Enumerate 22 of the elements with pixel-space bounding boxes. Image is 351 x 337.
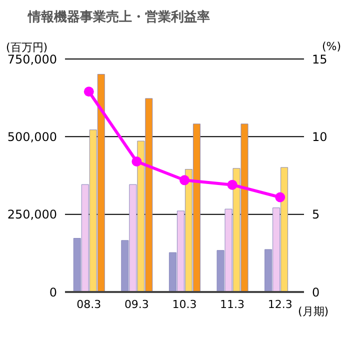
y2-tick-label: 5	[312, 208, 320, 222]
point	[84, 86, 94, 97]
y2-tick-label: 15	[312, 52, 328, 66]
y2-tick-label: 0	[312, 285, 320, 300]
x-tick-label: 09.3	[124, 298, 149, 311]
point	[132, 156, 142, 167]
y-tick-label: 750,000	[7, 52, 57, 66]
x-tick-label: 10.3	[172, 298, 197, 311]
x-tick-label: 12.3	[268, 298, 292, 311]
point	[275, 192, 286, 202]
x-tick-label: 08.3	[76, 298, 102, 311]
chart-title: 情報機器事業売上・営業利益率	[28, 8, 210, 26]
y2-tick-label: 10	[312, 130, 328, 144]
y-axis-title: (百万円)	[6, 40, 48, 54]
x-axis-title: (月期)	[298, 304, 329, 319]
x-tick-label: 11.3	[220, 298, 245, 311]
point	[227, 180, 238, 190]
y-tick-label: 0	[49, 285, 57, 300]
y2-axis-title: (%)	[322, 40, 341, 53]
y-tick-label: 500,000	[7, 130, 57, 144]
point	[180, 175, 190, 186]
y-tick-label: 250,000	[7, 208, 57, 222]
